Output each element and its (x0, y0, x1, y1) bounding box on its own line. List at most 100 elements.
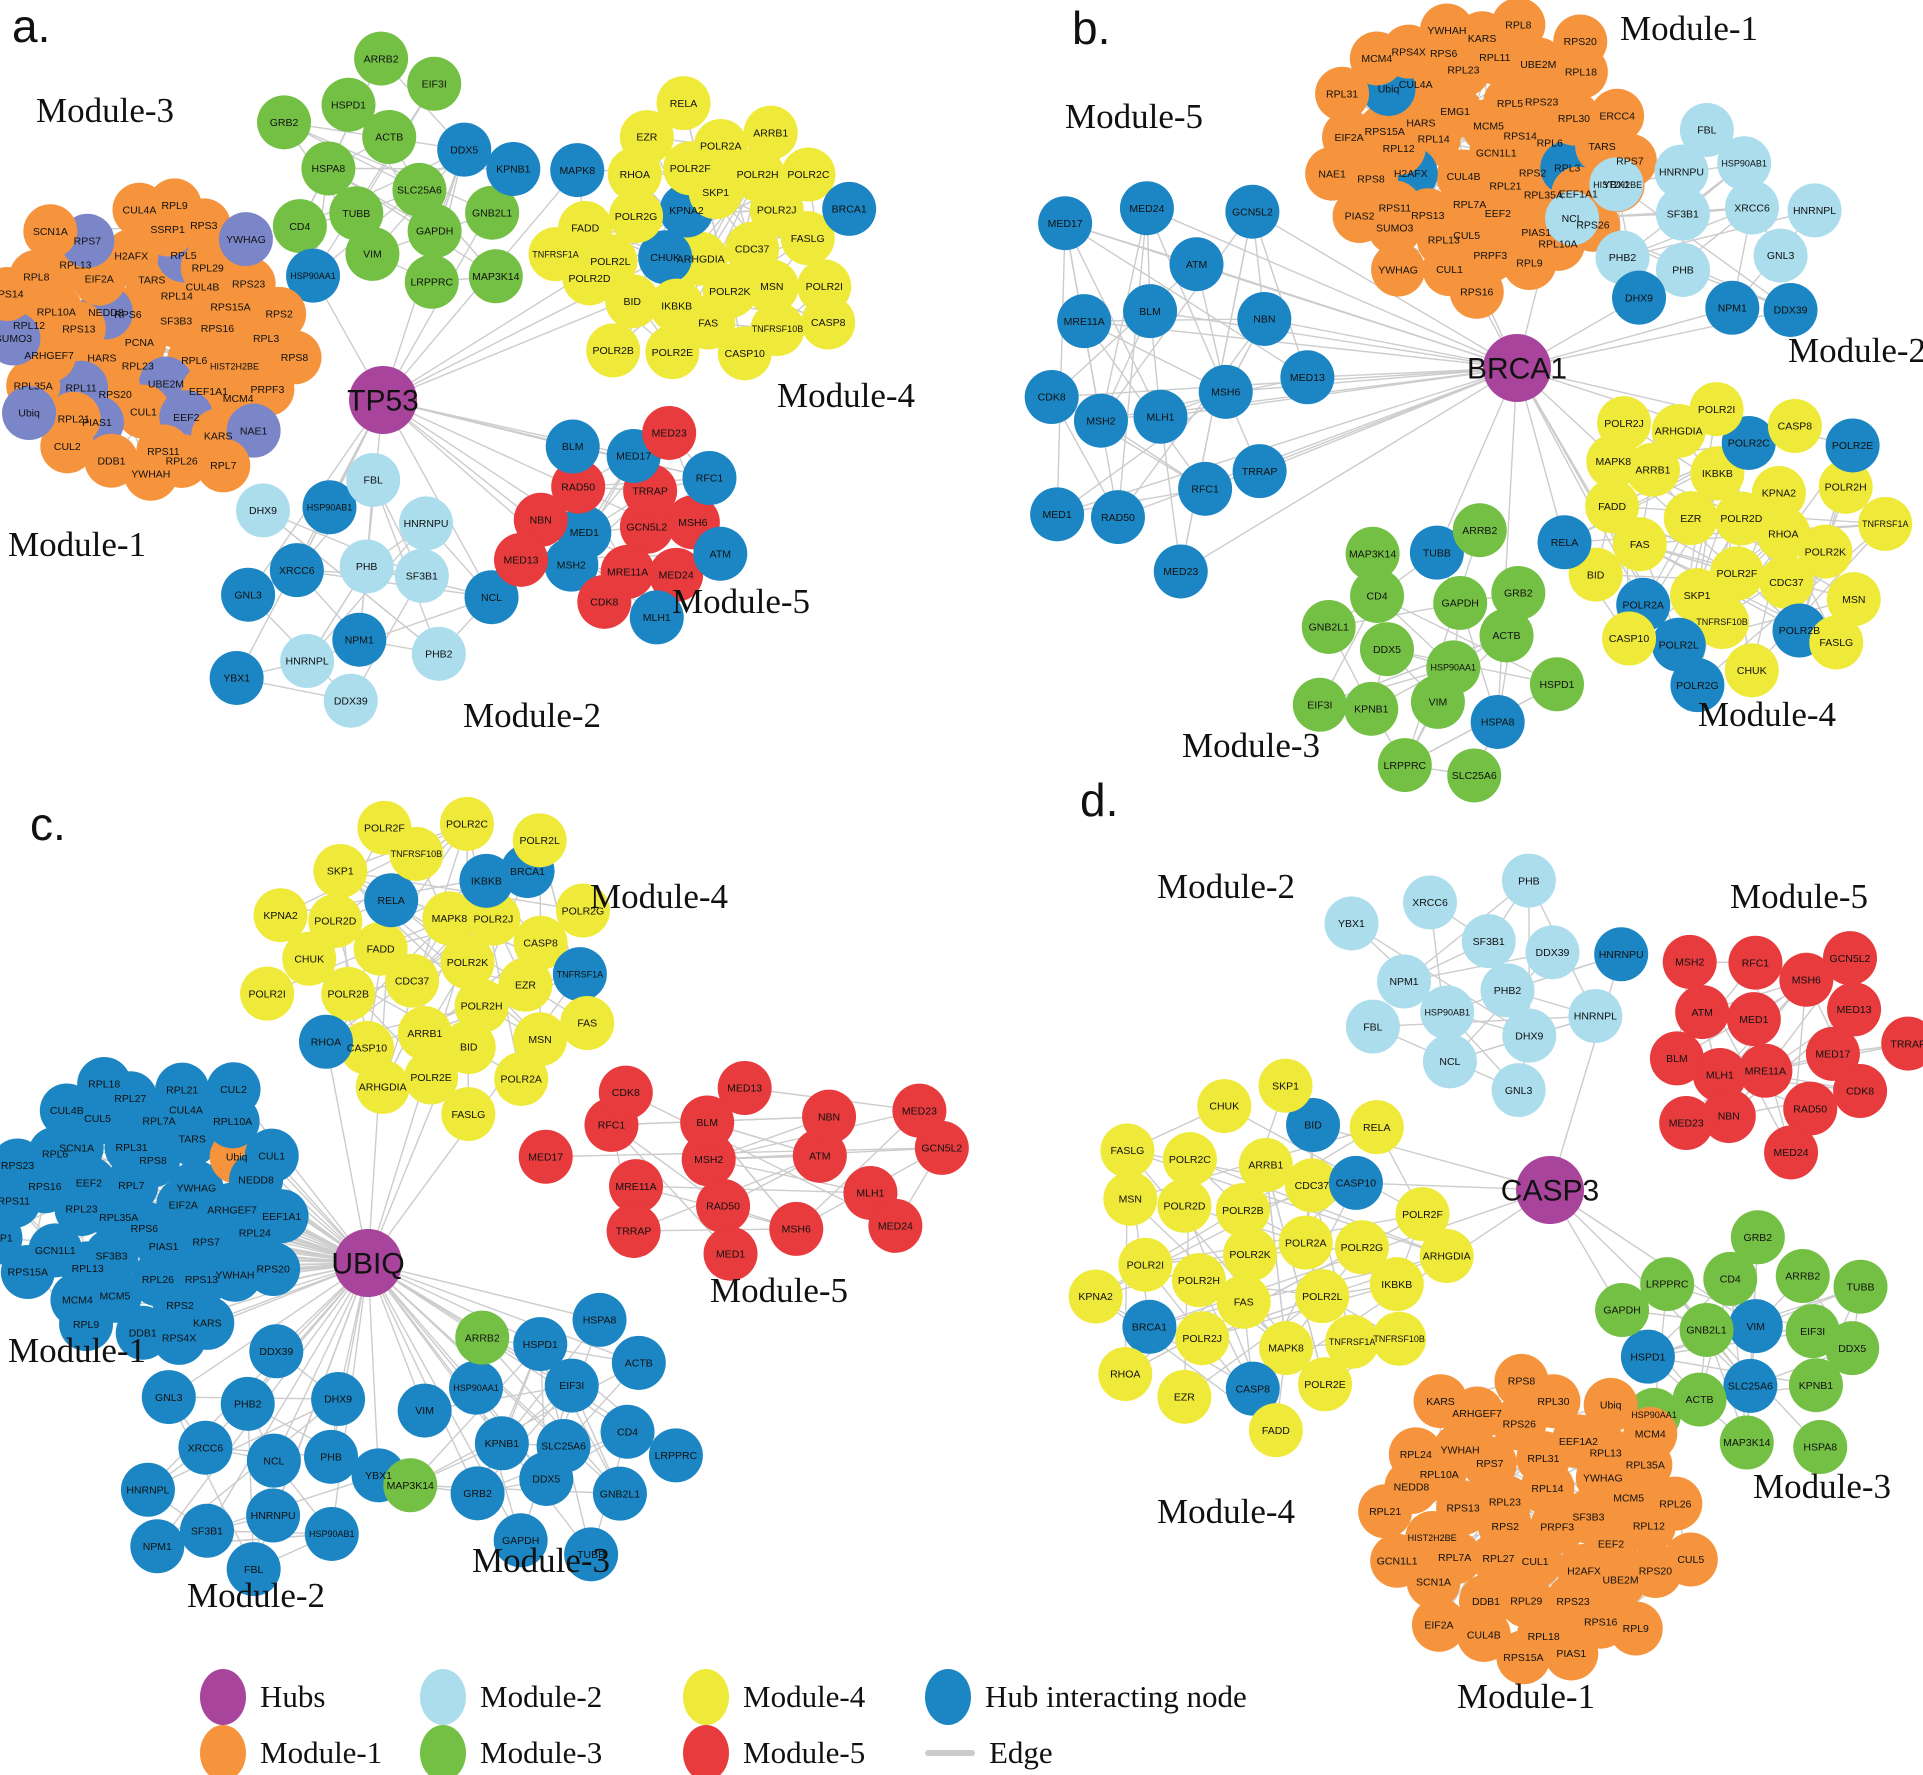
gene-node[interactable] (560, 996, 615, 1051)
gene-node[interactable] (1215, 1183, 1270, 1238)
gene-node[interactable] (1371, 242, 1426, 297)
gene-node[interactable] (1197, 1079, 1252, 1134)
gene-node[interactable] (2, 386, 57, 441)
gene-node[interactable] (1225, 184, 1280, 239)
gene-node[interactable] (1395, 1187, 1450, 1242)
gene-node[interactable] (1157, 1178, 1212, 1233)
gene-node[interactable] (780, 211, 835, 266)
gene-node[interactable] (545, 419, 600, 474)
gene-node[interactable] (411, 626, 466, 681)
gene-node[interactable] (717, 1061, 772, 1116)
gene-node[interactable] (0, 1211, 23, 1265)
hub-node[interactable] (1483, 334, 1551, 402)
gene-node[interactable] (1232, 444, 1287, 499)
gene-node[interactable] (1589, 157, 1644, 212)
gene-node[interactable] (1651, 617, 1706, 672)
gene-node[interactable] (1377, 738, 1432, 793)
gene-node[interactable] (1726, 992, 1781, 1047)
gene-node[interactable] (494, 1051, 549, 1106)
gene-node[interactable] (407, 56, 462, 111)
gene-node[interactable] (383, 1458, 438, 1513)
gene-node[interactable] (77, 1056, 132, 1111)
gene-node[interactable] (1719, 1415, 1774, 1470)
gene-node[interactable] (362, 109, 417, 164)
gene-node[interactable] (550, 143, 605, 198)
gene-node[interactable] (0, 311, 41, 366)
gene-node[interactable] (730, 147, 785, 202)
gene-node[interactable] (298, 1014, 353, 1069)
gene-node[interactable] (1461, 914, 1516, 969)
gene-node[interactable] (1798, 524, 1853, 579)
gene-node[interactable] (1655, 186, 1710, 241)
gene-node[interactable] (474, 1416, 529, 1471)
gene-node[interactable] (555, 883, 610, 938)
gene-node[interactable] (1858, 496, 1913, 551)
gene-node[interactable] (1162, 1132, 1217, 1187)
gene-node[interactable] (1345, 999, 1400, 1054)
gene-node[interactable] (629, 590, 684, 645)
gene-node[interactable] (1491, 565, 1546, 620)
gene-node[interactable] (392, 162, 447, 217)
hub-node[interactable] (334, 1229, 402, 1297)
gene-node[interactable] (1410, 674, 1465, 729)
gene-node[interactable] (648, 1428, 703, 1483)
gene-node[interactable] (1705, 280, 1760, 335)
gene-node[interactable] (1537, 515, 1592, 570)
gene-node[interactable] (1480, 963, 1535, 1018)
gene-node[interactable] (1292, 677, 1347, 732)
gene-node[interactable] (1258, 1058, 1313, 1113)
gene-node[interactable] (1349, 1100, 1404, 1155)
gene-node[interactable] (1133, 389, 1188, 444)
gene-node[interactable] (1805, 1026, 1860, 1081)
gene-node[interactable] (1709, 546, 1764, 601)
gene-node[interactable] (454, 979, 509, 1034)
gene-node[interactable] (1350, 568, 1405, 623)
gene-node[interactable] (564, 1527, 619, 1582)
gene-node[interactable] (1024, 370, 1079, 425)
hub-node[interactable] (349, 366, 417, 434)
gene-node[interactable] (1725, 180, 1780, 235)
gene-node[interactable] (1496, 1630, 1551, 1685)
gene-node[interactable] (440, 935, 495, 990)
gene-node[interactable] (1349, 31, 1404, 86)
gene-node[interactable] (253, 888, 308, 943)
gene-node[interactable] (1280, 350, 1335, 405)
gene-node[interactable] (404, 1050, 459, 1105)
gene-node[interactable] (1779, 952, 1834, 1007)
gene-node[interactable] (1662, 934, 1717, 989)
gene-node[interactable] (267, 330, 322, 385)
gene-node[interactable] (422, 891, 477, 946)
gene-node[interactable] (244, 1128, 299, 1183)
gene-node[interactable] (1654, 144, 1709, 199)
gene-node[interactable] (1751, 465, 1806, 520)
gene-node[interactable] (1833, 1064, 1888, 1119)
gene-node[interactable] (619, 110, 674, 165)
gene-node[interactable] (1545, 191, 1600, 246)
gene-node[interactable] (323, 673, 378, 728)
gene-node[interactable] (226, 1542, 281, 1597)
gene-node[interactable] (1325, 1314, 1380, 1369)
gene-node[interactable] (355, 1059, 410, 1114)
gene-node[interactable] (1038, 196, 1093, 251)
gene-node[interactable] (1670, 658, 1725, 713)
gene-node[interactable] (1422, 1034, 1477, 1089)
gene-node[interactable] (1679, 1302, 1734, 1357)
gene-node[interactable] (493, 532, 548, 587)
gene-node[interactable] (649, 547, 704, 602)
gene-node[interactable] (1259, 1321, 1314, 1376)
gene-node[interactable] (357, 800, 412, 855)
gene-node[interactable] (302, 480, 357, 535)
gene-node[interactable] (743, 105, 798, 160)
gene-node[interactable] (455, 1310, 510, 1365)
gene-node[interactable] (246, 1242, 301, 1297)
gene-node[interactable] (218, 212, 273, 267)
gene-node[interactable] (178, 1420, 233, 1475)
gene-node[interactable] (1377, 954, 1432, 1009)
gene-node[interactable] (1344, 681, 1399, 736)
gene-node[interactable] (1324, 896, 1379, 951)
gene-node[interactable] (1759, 555, 1814, 610)
gene-node[interactable] (1491, 1063, 1546, 1118)
gene-node[interactable] (180, 240, 235, 295)
gene-node[interactable] (1721, 415, 1776, 470)
gene-node[interactable] (1413, 1374, 1468, 1429)
